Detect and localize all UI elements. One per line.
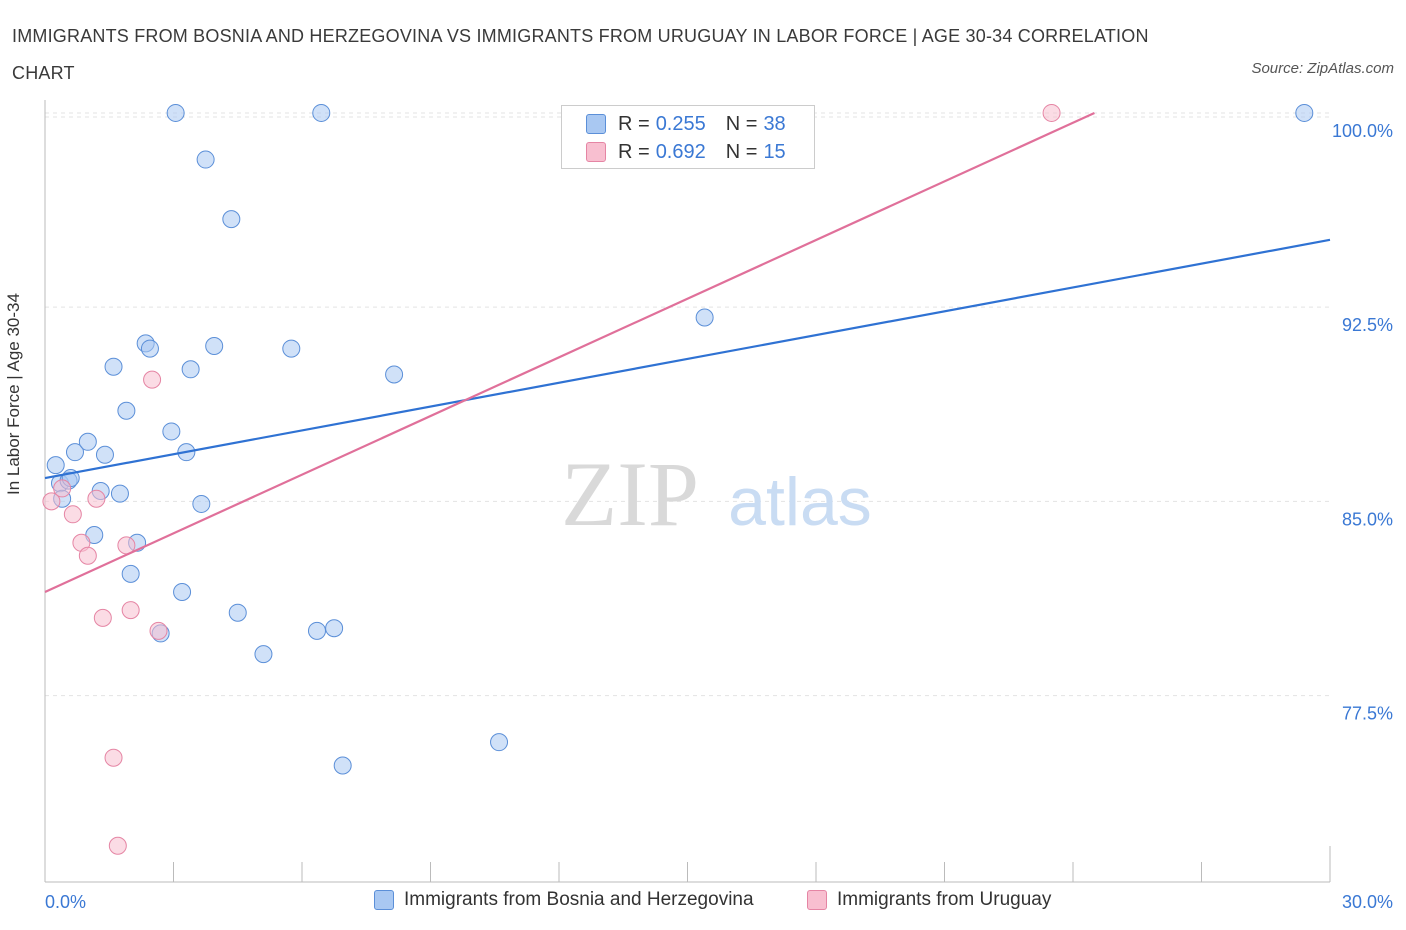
point-bosnia <box>325 619 344 638</box>
point-bosnia <box>192 494 211 513</box>
point-bosnia <box>1295 103 1314 122</box>
point-bosnia <box>307 621 326 640</box>
point-uruguay <box>63 505 82 524</box>
point-bosnia <box>333 756 352 775</box>
point-uruguay <box>104 748 123 767</box>
point-bosnia <box>196 150 215 169</box>
point-uruguay <box>42 492 61 511</box>
point-bosnia <box>205 336 224 355</box>
legend-n-value: 15 <box>763 140 786 163</box>
point-uruguay <box>78 546 97 565</box>
point-uruguay <box>93 608 112 627</box>
y-tick-label: 77.5% <box>1342 704 1393 724</box>
chart-title: IMMIGRANTS FROM BOSNIA AND HERZEGOVINA V… <box>12 26 1149 83</box>
watermark-zip: ZIP <box>561 443 699 545</box>
legend-row-uruguay: R = 0.692 N = 15 <box>586 138 806 166</box>
bottom-legend-swatch-bosnia <box>374 890 394 910</box>
point-uruguay <box>143 370 162 389</box>
trend-line-uruguay <box>44 111 1095 593</box>
trend-line-bosnia <box>44 238 1331 480</box>
point-bosnia <box>121 564 140 583</box>
point-bosnia <box>104 357 123 376</box>
legend-row-bosnia: R = 0.255 N = 38 <box>586 110 806 138</box>
legend-r-label: R = <box>618 140 650 163</box>
point-bosnia <box>173 582 192 601</box>
correlation-legend: R = 0.255 N = 38 R = 0.692 N = 15 <box>561 105 815 169</box>
point-bosnia <box>490 733 509 752</box>
point-bosnia <box>695 308 714 327</box>
point-bosnia <box>162 422 181 441</box>
point-uruguay <box>108 836 127 855</box>
point-bosnia <box>110 484 129 503</box>
point-uruguay <box>149 621 168 640</box>
point-bosnia <box>46 456 65 475</box>
legend-swatch-bosnia <box>586 114 606 134</box>
bottom-legend-label-uruguay: Immigrants from Uruguay <box>837 889 1052 910</box>
tick-labels: 77.5% 85.0% 92.5% 100.0% 0.0% 30.0% <box>45 121 1393 912</box>
point-bosnia <box>228 603 247 622</box>
point-uruguay <box>1042 103 1061 122</box>
point-bosnia <box>95 445 114 464</box>
point-bosnia <box>140 339 159 358</box>
point-uruguay <box>121 601 140 620</box>
x-tick-label-min: 0.0% <box>45 892 86 912</box>
axes <box>44 100 1331 883</box>
bottom-legend-uruguay: Immigrants from Uruguay <box>807 889 1051 911</box>
point-bosnia <box>222 210 241 229</box>
point-bosnia <box>166 103 185 122</box>
point-bosnia <box>282 339 301 358</box>
point-bosnia <box>78 432 97 451</box>
point-bosnia <box>65 443 84 462</box>
legend-r-value: 0.255 <box>655 112 706 135</box>
point-bosnia <box>181 360 200 379</box>
legend-r-value: 0.692 <box>655 140 706 163</box>
point-uruguay <box>53 479 72 498</box>
point-bosnia <box>312 103 331 122</box>
chart-source: Source: ZipAtlas.com <box>1251 60 1394 77</box>
point-bosnia <box>254 645 273 664</box>
legend-swatch-uruguay <box>586 142 606 162</box>
x-tick-label-max: 30.0% <box>1342 892 1393 912</box>
point-bosnia <box>385 365 404 384</box>
point-bosnia <box>117 401 136 420</box>
legend-n-value: 38 <box>763 112 786 135</box>
y-axis-label: In Labor Force | Age 30-34 <box>4 293 23 495</box>
legend-r-label: R = <box>618 112 650 135</box>
watermark: ZIP atlas <box>561 443 872 545</box>
trend-lines <box>44 111 1331 593</box>
legend-n-label: N = <box>725 112 758 135</box>
watermark-atlas: atlas <box>728 464 872 540</box>
bottom-legend-swatch-uruguay <box>807 890 827 910</box>
point-uruguay <box>87 489 106 508</box>
bottom-legend-bosnia: Immigrants from Bosnia and Herzegovina <box>374 889 754 911</box>
bottom-legend-label-bosnia: Immigrants from Bosnia and Herzegovina <box>404 889 754 910</box>
y-tick-label: 92.5% <box>1342 315 1393 335</box>
y-tick-label: 100.0% <box>1332 121 1393 141</box>
data-points <box>42 103 1314 855</box>
legend-n-label: N = <box>725 140 758 163</box>
y-tick-label: 85.0% <box>1342 509 1393 529</box>
